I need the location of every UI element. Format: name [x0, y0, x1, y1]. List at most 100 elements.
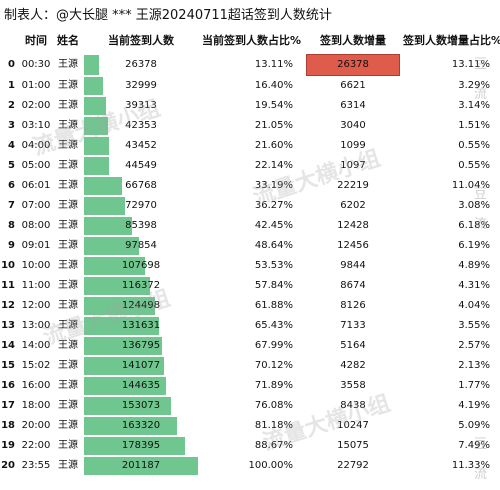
count-bar: [84, 177, 122, 195]
row-count: 124498: [121, 300, 161, 311]
row-time: 04:00: [21, 140, 51, 151]
row-increment: 6314: [340, 100, 366, 111]
count-bar: [84, 337, 162, 355]
row-count: 43452: [125, 140, 157, 151]
table-row: 18 20:00 王源 163320 81.18% 10247 5.09%: [0, 416, 500, 436]
row-index: 16: [1, 380, 15, 391]
row-name: 王源: [58, 100, 78, 111]
row-count-cell: 153073: [82, 396, 200, 416]
row-increment: 4282: [340, 360, 366, 371]
checkin-table: 时间 姓名 当前签到人数 当前签到人数占比% 签到人数增量 签到人数增量占比% …: [0, 28, 500, 476]
row-increment-cell: 12428: [303, 216, 403, 236]
row-name: 王源: [58, 240, 78, 251]
row-increment-cell: 4282: [303, 356, 403, 376]
row-name: 王源: [58, 260, 78, 271]
row-increment: 22219: [337, 180, 369, 191]
row-pct: 42.45%: [254, 220, 293, 231]
row-pct: 67.99%: [254, 340, 293, 351]
table-row: 6 06:01 王源 66768 33.19% 22219 11.04%: [0, 176, 500, 196]
row-pct: 53.53%: [254, 260, 293, 271]
row-pct: 61.88%: [254, 300, 293, 311]
count-bar: [84, 137, 109, 155]
row-increment-pct: 5.09%: [458, 420, 490, 431]
row-increment-cell: 8126: [303, 296, 403, 316]
row-time: 15:02: [21, 360, 51, 371]
row-count-cell: 66768: [82, 176, 200, 196]
row-index: 6: [8, 180, 15, 191]
row-index: 17: [1, 400, 15, 411]
row-count-cell: 42353: [82, 116, 200, 136]
row-name: 王源: [58, 320, 78, 331]
count-bar: [84, 217, 133, 235]
row-increment: 8674: [340, 280, 366, 291]
row-index: 1: [8, 80, 15, 91]
row-increment-pct: 4.19%: [458, 400, 490, 411]
row-pct: 88.67%: [254, 440, 293, 451]
row-name: 王源: [58, 440, 78, 451]
row-name: 王源: [58, 360, 78, 371]
row-time: 14:00: [21, 340, 51, 351]
table-row: 8 08:00 王源 85398 42.45% 12428 6.18%: [0, 216, 500, 236]
table-row: 2 02:00 王源 39313 19.54% 6314 3.14%: [0, 96, 500, 116]
row-count-cell: 39313: [82, 96, 200, 116]
row-pct: 76.08%: [254, 400, 293, 411]
col-header-name: 姓名: [57, 34, 79, 47]
header-row: 时间 姓名 当前签到人数 当前签到人数占比% 签到人数增量 签到人数增量占比%: [0, 28, 500, 54]
row-count: 178395: [121, 440, 161, 451]
col-header-index: [0, 28, 18, 54]
row-increment-cell: 10247: [303, 416, 403, 436]
row-name: 王源: [58, 180, 78, 191]
row-index: 13: [1, 320, 15, 331]
row-increment-cell: 3558: [303, 376, 403, 396]
row-increment-pct: 1.77%: [458, 380, 490, 391]
row-increment: 3558: [340, 380, 366, 391]
row-time: 03:10: [21, 120, 51, 131]
row-pct: 100.00%: [248, 460, 294, 471]
row-increment-pct: 13.11%: [451, 59, 490, 70]
row-increment: 1097: [340, 160, 366, 171]
row-increment: 1099: [340, 140, 366, 151]
row-time: 05:00: [21, 160, 51, 171]
count-bar: [84, 157, 110, 175]
row-count: 66768: [125, 180, 157, 191]
row-increment-cell: 9844: [303, 256, 403, 276]
row-name: 王源: [58, 340, 78, 351]
row-count-cell: 97854: [82, 236, 200, 256]
table-row: 0 00:30 王源 26378 13.11% 26378 13.11%: [0, 54, 500, 76]
row-count-cell: 201187: [82, 456, 200, 476]
row-increment: 10247: [337, 420, 369, 431]
row-increment-pct: 6.18%: [458, 220, 490, 231]
row-count: 144635: [121, 380, 161, 391]
row-pct: 21.60%: [254, 140, 293, 151]
count-bar: [84, 117, 108, 135]
row-time: 10:00: [21, 260, 51, 271]
row-count-cell: 163320: [82, 416, 200, 436]
row-increment-cell: 7133: [303, 316, 403, 336]
row-name: 王源: [58, 460, 78, 471]
table-row: 19 22:00 王源 178395 88.67% 15075 7.49%: [0, 436, 500, 456]
row-index: 11: [1, 280, 15, 291]
row-index: 9: [8, 240, 15, 251]
row-name: 王源: [58, 280, 78, 291]
row-time: 00:30: [21, 59, 51, 70]
table-row: 7 07:00 王源 72970 36.27% 6202 3.08%: [0, 196, 500, 216]
row-pct: 21.05%: [254, 120, 293, 131]
row-count: 201187: [121, 460, 161, 471]
row-count: 39313: [125, 100, 157, 111]
table-row: 17 18:00 王源 153073 76.08% 8438 4.19%: [0, 396, 500, 416]
row-increment: 12428: [337, 220, 369, 231]
count-bar: [84, 377, 166, 395]
row-index: 4: [8, 140, 15, 151]
row-count-cell: 26378: [82, 54, 200, 76]
count-bar: [84, 317, 159, 335]
row-count-cell: 44549: [82, 156, 200, 176]
row-count-cell: 141077: [82, 356, 200, 376]
row-increment-pct: 11.04%: [451, 180, 490, 191]
table-row: 5 05:00 王源 44549 22.14% 1097 0.55%: [0, 156, 500, 176]
row-count: 44549: [125, 160, 157, 171]
row-index: 0: [8, 59, 15, 70]
row-count-cell: 178395: [82, 436, 200, 456]
row-pct: 57.84%: [254, 280, 293, 291]
row-increment-cell: 5164: [303, 336, 403, 356]
row-increment-cell: 8438: [303, 396, 403, 416]
